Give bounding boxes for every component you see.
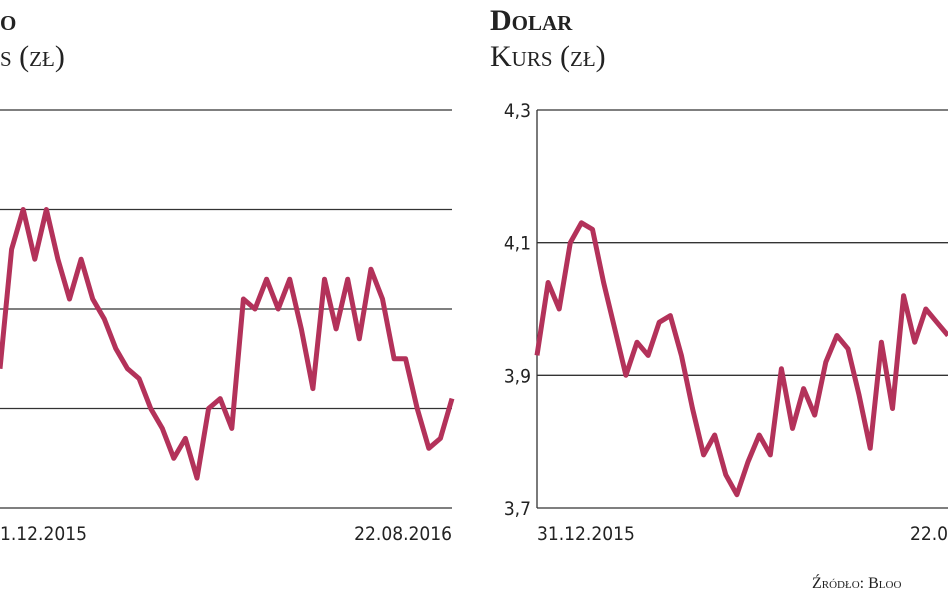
y-tick-label: 3,9: [504, 365, 531, 387]
chart-subtitle: Kurs (zł): [490, 40, 606, 73]
chart-subtitle: s (zł): [0, 40, 65, 73]
x-tick-label: 22.08.2016: [354, 523, 452, 545]
y-tick-label: 3,7: [504, 498, 531, 520]
y-tick-label: 4,1: [504, 233, 531, 255]
line-series: [0, 207, 455, 481]
chart-title: o: [0, 4, 16, 37]
chart-title: Dolar: [490, 4, 573, 37]
x-tick-label: 1.12.2015: [0, 523, 87, 545]
line-series: [534, 220, 948, 498]
y-tick-label: 4,3: [504, 100, 531, 122]
source: Źródło: Bloo: [812, 573, 901, 592]
x-tick-label: 31.12.2015: [537, 523, 635, 545]
x-tick-label: 22.08: [910, 523, 948, 545]
